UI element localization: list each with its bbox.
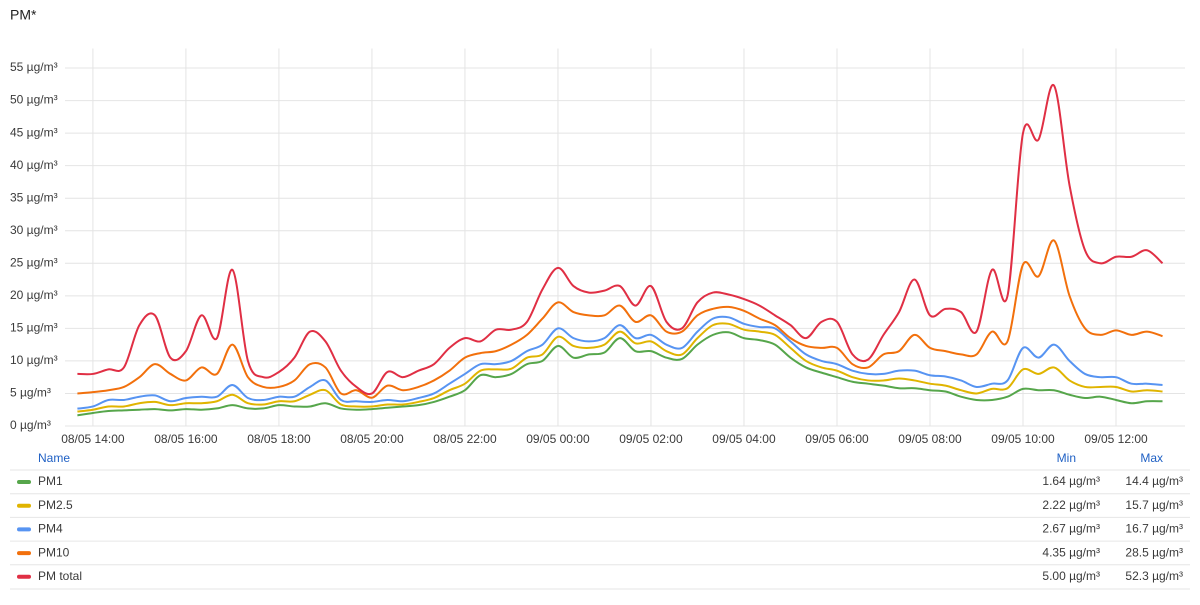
legend-swatch[interactable] xyxy=(17,551,31,556)
legend-min: 5.00 µg/m³ xyxy=(1042,569,1100,583)
x-tick-label: 08/05 20:00 xyxy=(340,432,404,446)
y-tick-label: 30 µg/m³ xyxy=(10,223,58,237)
x-tick-label: 09/05 00:00 xyxy=(526,432,590,446)
y-tick-label: 45 µg/m³ xyxy=(10,125,58,139)
series-line xyxy=(77,239,1163,399)
y-tick-label: 5 µg/m³ xyxy=(10,386,51,400)
x-tick-label: 08/05 18:00 xyxy=(247,432,311,446)
panel-title: PM* xyxy=(10,7,37,23)
x-tick-label: 09/05 12:00 xyxy=(1084,432,1148,446)
legend-header[interactable]: Name xyxy=(38,451,70,465)
legend-min: 2.67 µg/m³ xyxy=(1042,522,1100,536)
legend-name[interactable]: PM4 xyxy=(38,522,63,536)
x-tick-label: 08/05 16:00 xyxy=(154,432,218,446)
x-tick-label: 09/05 08:00 xyxy=(898,432,962,446)
y-tick-label: 55 µg/m³ xyxy=(10,60,58,74)
x-tick-label: 08/05 22:00 xyxy=(433,432,497,446)
y-tick-label: 25 µg/m³ xyxy=(10,255,58,269)
legend-min: 4.35 µg/m³ xyxy=(1042,545,1100,559)
y-tick-label: 15 µg/m³ xyxy=(10,321,58,335)
series-line xyxy=(77,331,1163,417)
legend-name[interactable]: PM2.5 xyxy=(38,498,73,512)
y-tick-label: 50 µg/m³ xyxy=(10,93,58,107)
legend-name[interactable]: PM1 xyxy=(38,474,63,488)
legend-swatch[interactable] xyxy=(17,527,31,532)
series-line xyxy=(77,315,1163,410)
legend-max: 28.5 µg/m³ xyxy=(1125,545,1183,559)
legend-header[interactable]: Max xyxy=(1140,451,1163,465)
legend-swatch[interactable] xyxy=(17,574,31,579)
series-line xyxy=(77,322,1163,413)
legend-min: 2.22 µg/m³ xyxy=(1042,498,1100,512)
y-tick-label: 35 µg/m³ xyxy=(10,190,58,204)
x-tick-label: 08/05 14:00 xyxy=(61,432,125,446)
legend-name[interactable]: PM total xyxy=(38,569,82,583)
legend-max: 14.4 µg/m³ xyxy=(1125,474,1183,488)
y-tick-label: 40 µg/m³ xyxy=(10,158,58,172)
series-line xyxy=(77,84,1164,396)
y-tick-label: 20 µg/m³ xyxy=(10,288,58,302)
y-tick-label: 10 µg/m³ xyxy=(10,353,58,367)
x-tick-label: 09/05 10:00 xyxy=(991,432,1055,446)
legend-max: 52.3 µg/m³ xyxy=(1125,569,1183,583)
legend-swatch[interactable] xyxy=(17,503,31,508)
legend-max: 15.7 µg/m³ xyxy=(1125,498,1183,512)
y-tick-label: 0 µg/m³ xyxy=(10,418,51,432)
legend-max: 16.7 µg/m³ xyxy=(1125,522,1183,536)
legend-header[interactable]: Min xyxy=(1057,451,1076,465)
legend-swatch[interactable] xyxy=(17,480,31,484)
x-tick-label: 09/05 02:00 xyxy=(619,432,683,446)
x-tick-label: 09/05 06:00 xyxy=(805,432,869,446)
legend-min: 1.64 µg/m³ xyxy=(1042,474,1100,488)
legend-name[interactable]: PM10 xyxy=(38,545,70,559)
x-tick-label: 09/05 04:00 xyxy=(712,432,776,446)
